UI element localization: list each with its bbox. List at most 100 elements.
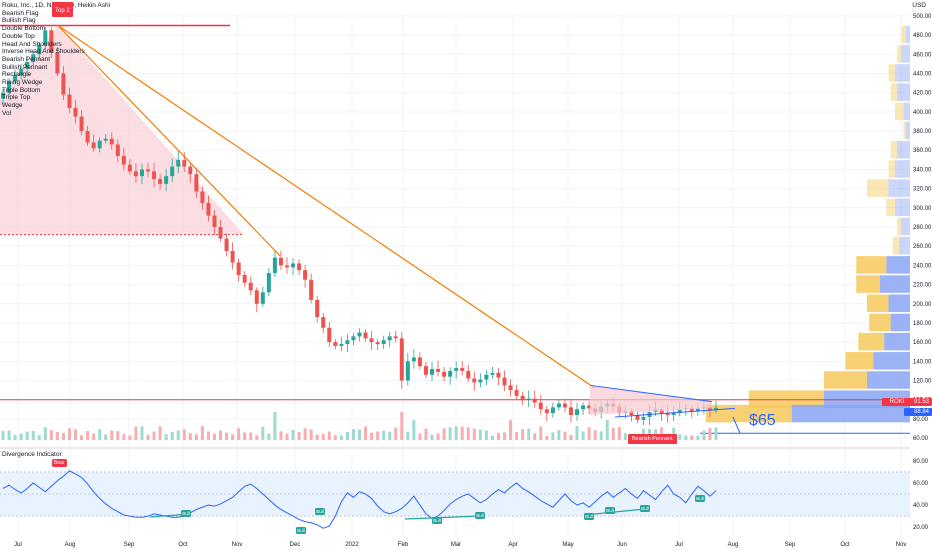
legend-item[interactable]: Triple Bottom xyxy=(2,86,41,94)
volume-bar xyxy=(466,427,470,440)
oscillator-panel: Bull Bull Bull Bull Bull Bull Bull Bull Bull 80.0… xyxy=(0,447,929,534)
volume-bar xyxy=(496,432,500,440)
time-axis[interactable]: Jul Aug Sep Oct Nov Dec 2022 Feb Mar Apr May Jun Jul… xyxy=(14,542,906,548)
candle-body xyxy=(345,340,350,345)
bull-badge-bg xyxy=(640,505,650,512)
legend-item[interactable]: Bullish Pennant xyxy=(2,63,48,71)
legend-item[interactable]: Inverse Head And Shoulders xyxy=(2,48,85,56)
legend-item[interactable]: Wedge xyxy=(2,102,23,110)
legend-item[interactable]: Vol xyxy=(2,109,12,117)
legend: Roku, Inc., 1D, NASDAQ, Heikin Ashi Bear… xyxy=(2,2,110,118)
bull-badge: Bull xyxy=(584,513,594,520)
bull-badge-text: Bull xyxy=(641,506,649,511)
currency-label: USD xyxy=(912,2,926,9)
legend-item[interactable]: Rising Wedge xyxy=(2,79,43,87)
candle-body xyxy=(677,409,682,414)
time-tick: Apr xyxy=(508,542,517,548)
volume-profile-bar xyxy=(888,64,895,82)
volume-profile-bar xyxy=(901,25,906,44)
volume-bar xyxy=(67,428,71,440)
volume-bar xyxy=(617,427,621,440)
price-tick: 180.00 xyxy=(913,321,932,327)
bull-badge-bg xyxy=(584,513,594,520)
legend-item[interactable]: Rectangle xyxy=(2,71,32,79)
legend-item[interactable]: Head And Shoulders xyxy=(2,40,62,48)
candle-body xyxy=(532,398,537,403)
volume-bar xyxy=(605,420,609,440)
oscillator-tick: 60.00 xyxy=(913,481,929,487)
volume-bar xyxy=(146,434,150,440)
legend-item[interactable]: Double Bottom xyxy=(2,25,45,33)
candle-body xyxy=(49,30,54,53)
volume-bar xyxy=(376,431,380,440)
volume-bar xyxy=(593,430,597,440)
volume-bar xyxy=(170,431,174,440)
bull-badge-text: Bull xyxy=(297,528,305,533)
candle-body xyxy=(73,108,78,117)
volume-bar xyxy=(714,427,718,440)
candle-body xyxy=(91,142,96,149)
time-tick: Feb xyxy=(398,542,409,548)
volume-profile-bar xyxy=(899,236,910,255)
target-arrow xyxy=(732,416,741,434)
candle-body xyxy=(1,92,5,99)
price-tick: 120.00 xyxy=(913,379,932,385)
volume-profile-bar xyxy=(858,332,885,351)
legend-item[interactable]: Bearish Flag xyxy=(2,9,39,17)
volume-bar xyxy=(86,431,90,440)
price-axis[interactable]: 500.00 480.00 460.00 440.00 420.00 400.00 380.… xyxy=(913,14,932,442)
legend-item[interactable]: Bearish Pennant xyxy=(2,55,51,63)
volume-profile-bar xyxy=(890,313,910,332)
other-price-tag: 88.84 xyxy=(904,408,932,416)
price-tick: 440.00 xyxy=(913,71,932,77)
volume-profile-bar xyxy=(897,45,902,63)
volume-bar xyxy=(557,430,561,440)
candle-body xyxy=(478,379,483,383)
legend-item[interactable]: Triple Top xyxy=(2,94,31,102)
volume-profile-bar xyxy=(897,217,902,236)
candle-body xyxy=(170,166,175,177)
candle-body xyxy=(176,159,181,167)
candle-body xyxy=(182,159,187,167)
volume-bar xyxy=(134,426,138,440)
volume-bar xyxy=(188,433,192,440)
candle-body xyxy=(581,405,586,410)
volume-bars xyxy=(1,412,718,440)
pennant-pattern xyxy=(589,384,736,418)
oscillator-tick: 40.00 xyxy=(913,503,929,509)
time-tick: Jul xyxy=(14,542,22,548)
legend-item[interactable]: Double Top xyxy=(2,32,35,40)
candle-body xyxy=(254,290,259,304)
candle-body xyxy=(103,138,108,141)
volume-bar xyxy=(7,430,11,440)
volume-bar xyxy=(509,420,513,440)
volume-bar xyxy=(521,429,525,440)
time-tick: Nov xyxy=(232,542,243,548)
candle-body xyxy=(321,317,326,328)
volume-bar xyxy=(285,433,289,440)
volume-profile-bar xyxy=(894,160,910,178)
volume-profile-bar xyxy=(894,198,910,217)
volume-bar xyxy=(358,429,361,440)
legend-item[interactable]: Bullish Flag xyxy=(2,17,36,25)
candle-body xyxy=(575,409,580,416)
price-tick: 160.00 xyxy=(913,340,932,346)
candle-body xyxy=(466,370,471,379)
volume-profile-bar xyxy=(905,25,910,44)
volume-bar xyxy=(158,426,162,440)
last-price: 91.53 xyxy=(913,399,929,405)
oscillator-tick: 80.00 xyxy=(913,459,929,465)
candle-body xyxy=(61,73,66,95)
volume-bar xyxy=(351,429,355,440)
volume-bar xyxy=(74,429,78,440)
volume-bar xyxy=(406,431,410,440)
symbol-tag: ROKU xyxy=(882,398,910,406)
candle-body xyxy=(272,257,277,274)
price-tick: 340.00 xyxy=(913,167,932,173)
bull-badge-text: Bull xyxy=(606,508,614,513)
bull-badge: Bull xyxy=(605,507,615,514)
candle-body xyxy=(641,416,646,420)
time-tick: Oct xyxy=(178,542,188,548)
candle-body xyxy=(327,327,332,343)
